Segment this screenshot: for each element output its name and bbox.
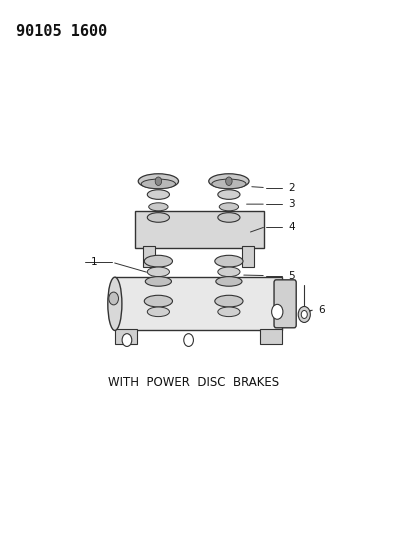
Ellipse shape	[147, 267, 170, 277]
Ellipse shape	[209, 174, 249, 189]
Ellipse shape	[219, 203, 239, 211]
Circle shape	[109, 292, 118, 305]
Ellipse shape	[147, 307, 170, 317]
Ellipse shape	[149, 203, 168, 211]
Circle shape	[122, 334, 132, 346]
Ellipse shape	[147, 213, 170, 222]
Text: 2: 2	[288, 183, 295, 192]
Ellipse shape	[141, 179, 176, 189]
Ellipse shape	[218, 307, 240, 317]
FancyBboxPatch shape	[115, 277, 282, 330]
FancyBboxPatch shape	[274, 280, 296, 328]
Ellipse shape	[216, 277, 242, 286]
Ellipse shape	[212, 179, 246, 189]
Ellipse shape	[218, 190, 240, 199]
Ellipse shape	[218, 267, 240, 277]
FancyBboxPatch shape	[242, 246, 254, 266]
Ellipse shape	[298, 306, 310, 322]
Ellipse shape	[215, 295, 243, 307]
Ellipse shape	[145, 277, 172, 286]
Text: 3: 3	[288, 199, 295, 209]
Ellipse shape	[108, 277, 122, 330]
Ellipse shape	[301, 310, 307, 318]
Circle shape	[184, 334, 193, 346]
Ellipse shape	[215, 255, 243, 267]
FancyBboxPatch shape	[135, 211, 264, 248]
Text: 4: 4	[288, 222, 295, 231]
Ellipse shape	[144, 255, 172, 267]
Text: 5: 5	[288, 271, 295, 280]
Text: 90105 1600: 90105 1600	[16, 24, 107, 39]
Circle shape	[226, 177, 232, 185]
Circle shape	[155, 177, 162, 185]
Ellipse shape	[218, 213, 240, 222]
Text: 6: 6	[318, 305, 325, 315]
Ellipse shape	[144, 295, 172, 307]
Text: WITH  POWER  DISC  BRAKES: WITH POWER DISC BRAKES	[108, 376, 279, 389]
Circle shape	[272, 304, 283, 319]
Text: 1: 1	[91, 257, 97, 267]
FancyBboxPatch shape	[260, 329, 282, 344]
Ellipse shape	[138, 174, 179, 189]
FancyBboxPatch shape	[115, 329, 137, 344]
Ellipse shape	[147, 190, 170, 199]
FancyBboxPatch shape	[143, 246, 155, 266]
